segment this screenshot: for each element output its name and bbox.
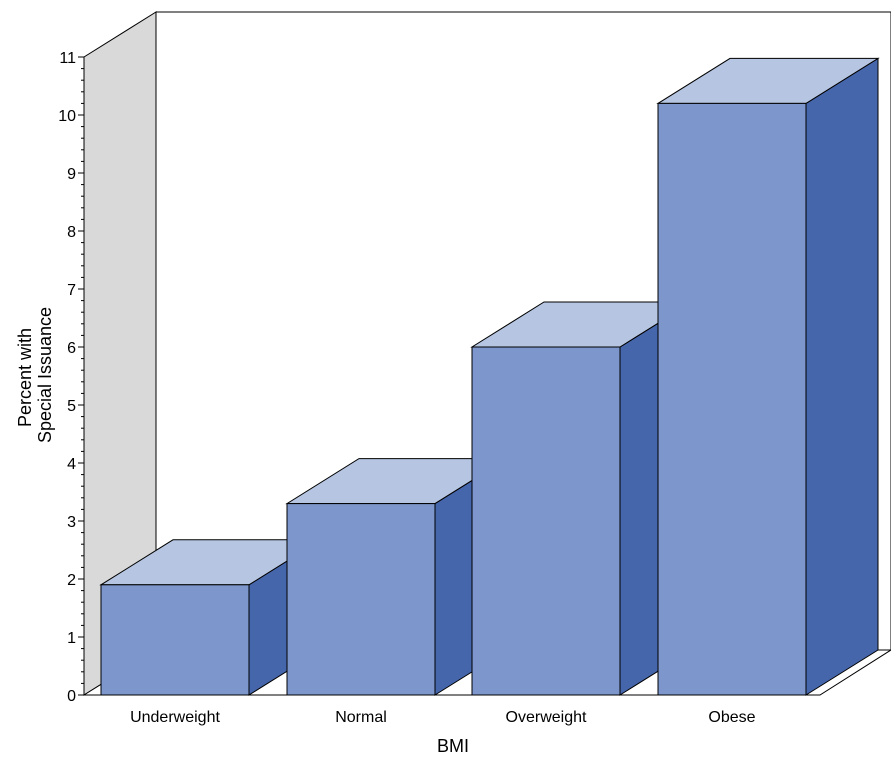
y-tick-label: 8 bbox=[67, 224, 76, 241]
bar-overweight bbox=[470, 301, 694, 696]
y-tick-label: 0 bbox=[67, 688, 76, 705]
y-tick-label: 9 bbox=[67, 166, 76, 183]
y-tick-label: 1 bbox=[67, 630, 76, 647]
x-axis-title: BMI bbox=[437, 736, 469, 756]
bar-obese bbox=[656, 57, 880, 696]
y-tick-label: 6 bbox=[67, 340, 76, 357]
y-tick-label: 7 bbox=[67, 282, 76, 299]
y-axis-title-line-1: Percent with bbox=[15, 328, 35, 427]
y-tick-label: 4 bbox=[67, 456, 76, 473]
bar-side-face bbox=[805, 57, 879, 696]
bars bbox=[99, 57, 880, 696]
y-tick-label: 5 bbox=[67, 398, 76, 415]
x-tick-label: Obese bbox=[708, 709, 755, 726]
bar-front-face bbox=[471, 346, 621, 696]
x-axis-tick-labels: Underweight Normal Overweight Obese bbox=[130, 709, 756, 726]
bar-front-face bbox=[286, 503, 436, 696]
y-axis-title: Percent with Special Issuance bbox=[15, 307, 55, 443]
x-tick-label: Underweight bbox=[130, 709, 220, 726]
bar-normal bbox=[285, 457, 509, 696]
y-axis-title-line-2: Special Issuance bbox=[35, 307, 55, 443]
y-tick-label: 11 bbox=[59, 50, 76, 67]
bar-front-face bbox=[657, 102, 807, 696]
y-tick-label: 10 bbox=[58, 108, 76, 125]
y-axis: 0 1 2 3 4 5 6 7 8 9 10 11 bbox=[58, 50, 85, 705]
bar-front-face bbox=[100, 584, 250, 696]
x-tick-label: Overweight bbox=[506, 709, 587, 726]
y-tick-label: 3 bbox=[67, 514, 76, 531]
x-tick-label: Normal bbox=[335, 709, 387, 726]
y-tick-label: 2 bbox=[67, 572, 76, 589]
